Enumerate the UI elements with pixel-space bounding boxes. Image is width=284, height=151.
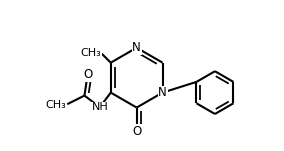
- Text: O: O: [132, 125, 141, 138]
- Text: NH: NH: [91, 102, 108, 112]
- Text: N: N: [158, 86, 167, 99]
- Text: N: N: [132, 41, 141, 54]
- Text: O: O: [83, 68, 92, 81]
- Text: CH₃: CH₃: [80, 48, 101, 58]
- Text: CH₃: CH₃: [45, 100, 66, 110]
